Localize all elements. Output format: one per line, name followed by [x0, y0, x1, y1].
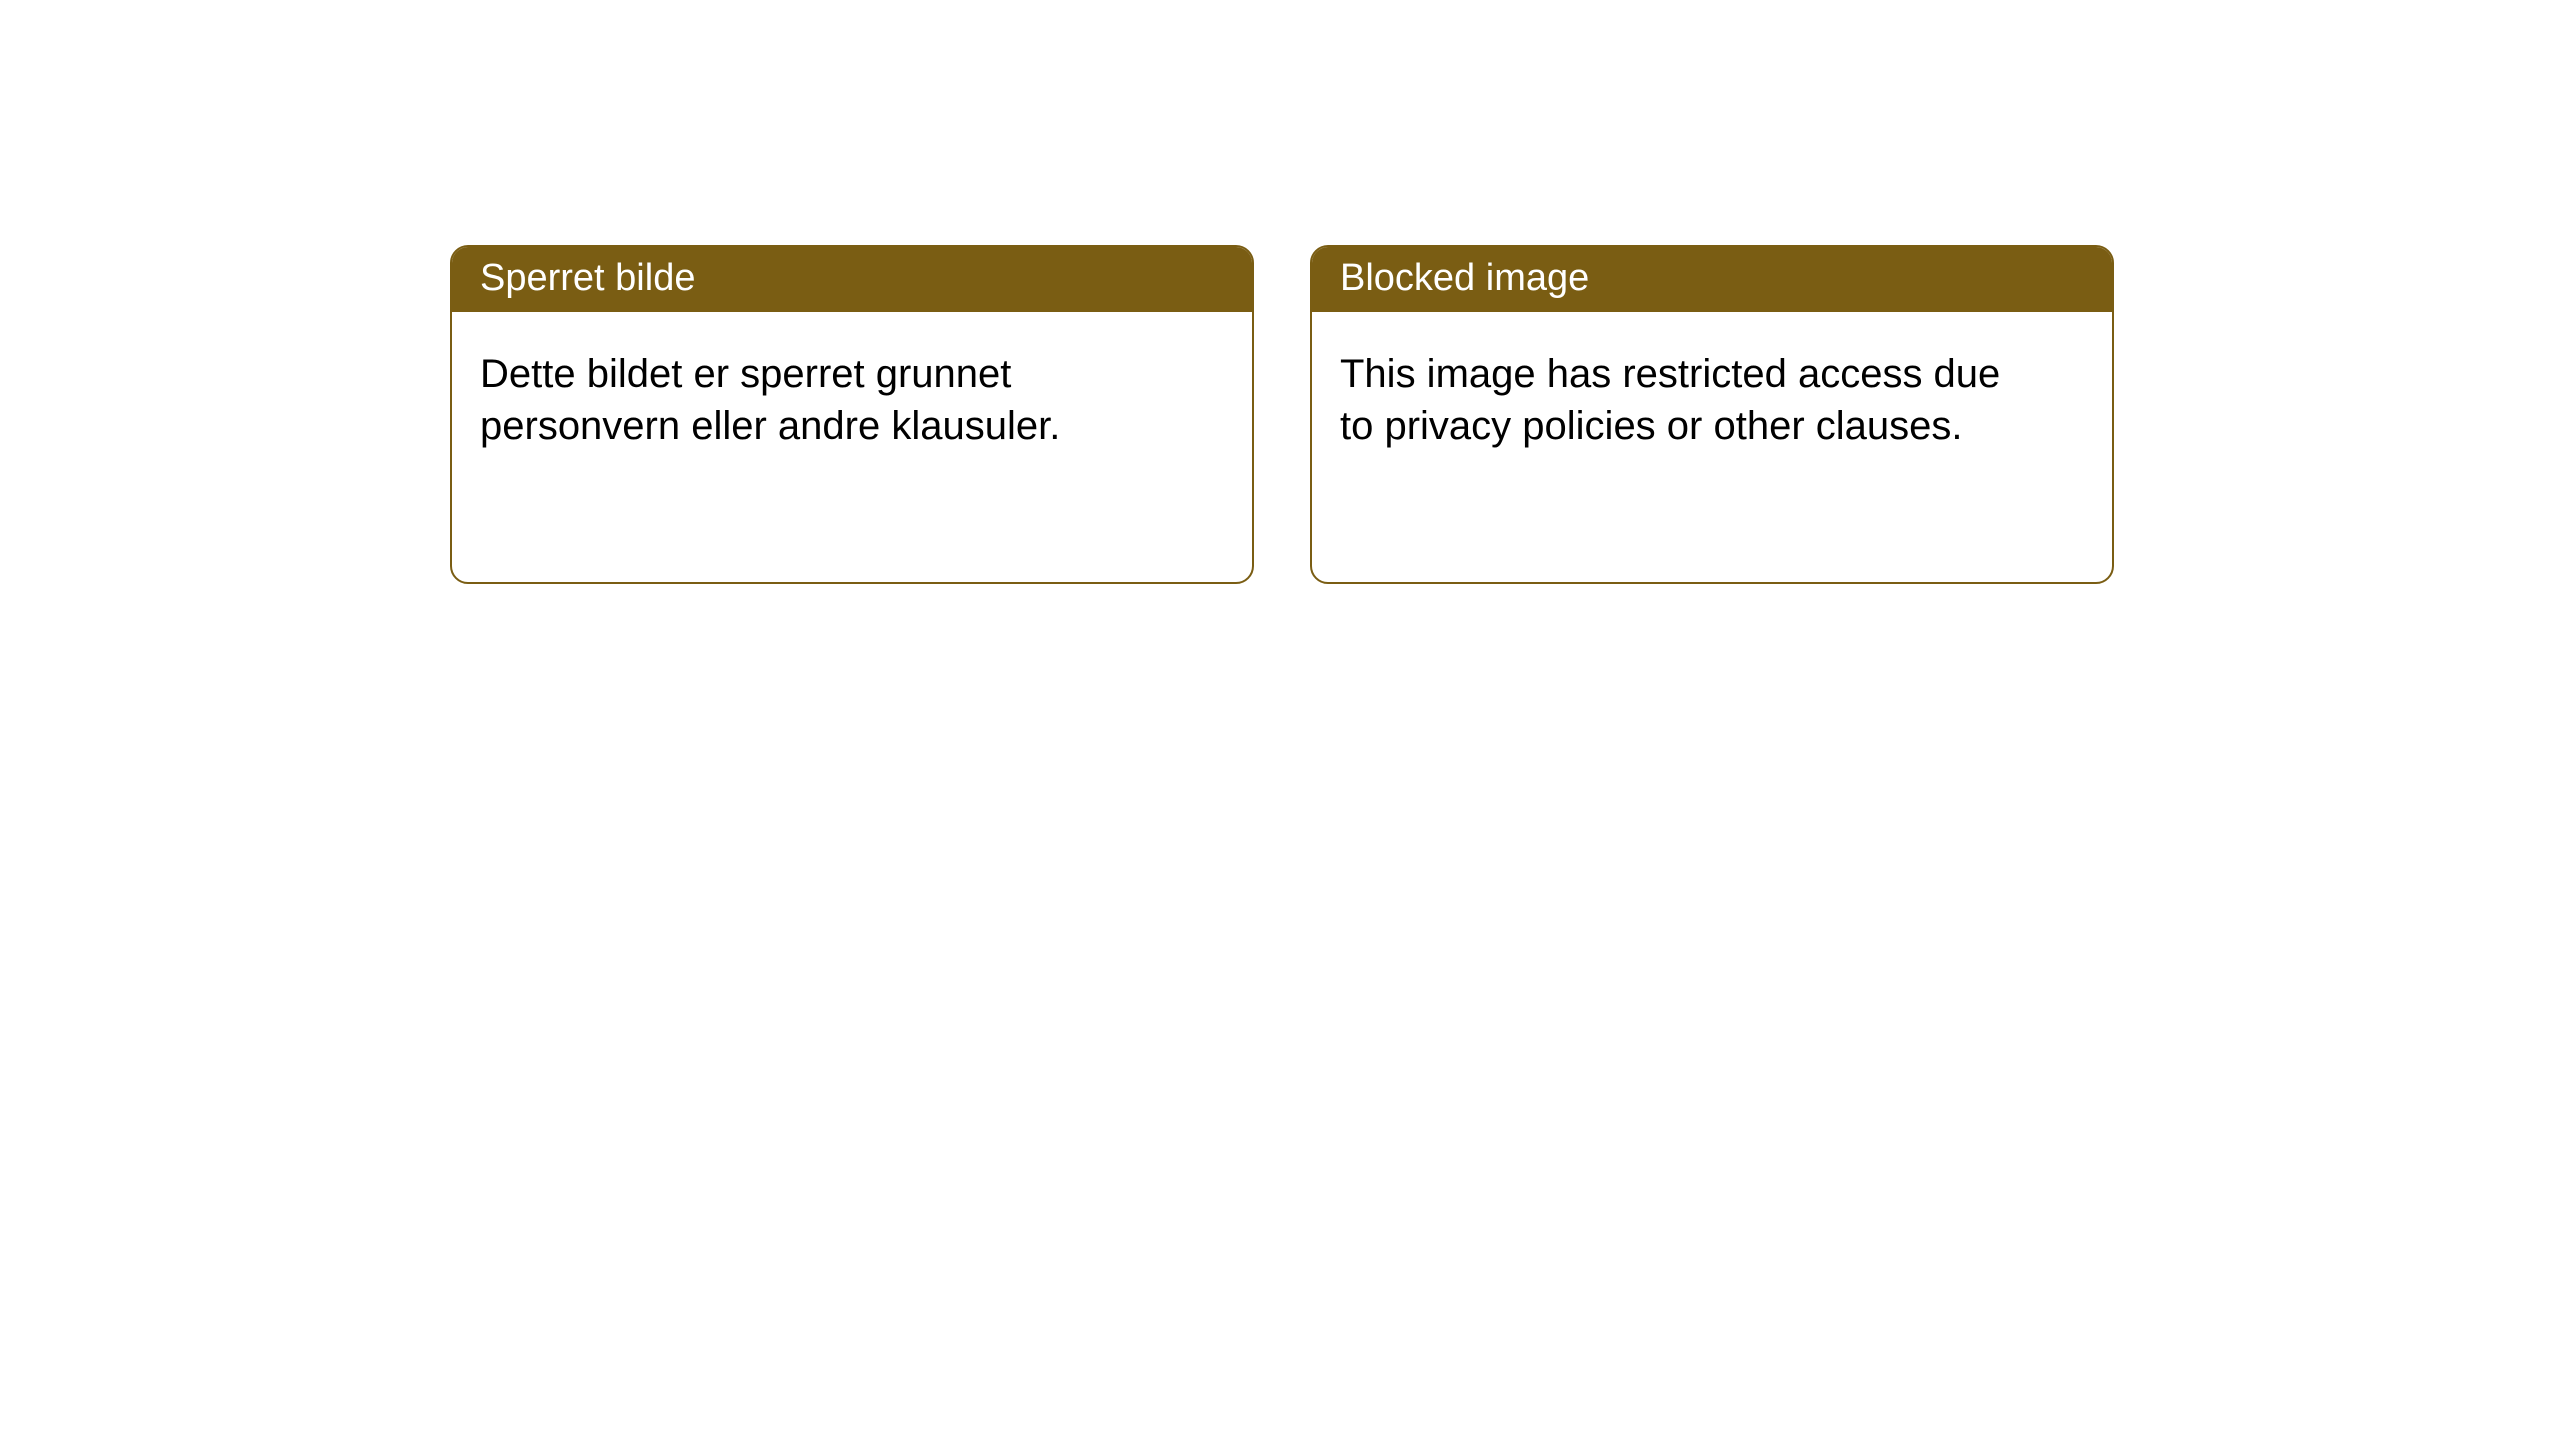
- notice-header-text: Blocked image: [1340, 257, 1589, 299]
- notice-body: Dette bildet er sperret grunnet personve…: [452, 312, 1252, 582]
- notice-body-text: Dette bildet er sperret grunnet personve…: [480, 348, 1160, 452]
- notice-card-norwegian: Sperret bilde Dette bildet er sperret gr…: [450, 245, 1254, 584]
- notice-card-english: Blocked image This image has restricted …: [1310, 245, 2114, 584]
- notice-header: Blocked image: [1312, 247, 2112, 312]
- notice-container: Sperret bilde Dette bildet er sperret gr…: [0, 0, 2560, 584]
- notice-body-text: This image has restricted access due to …: [1340, 348, 2020, 452]
- notice-header-text: Sperret bilde: [480, 257, 695, 299]
- notice-body: This image has restricted access due to …: [1312, 312, 2112, 582]
- notice-header: Sperret bilde: [452, 247, 1252, 312]
